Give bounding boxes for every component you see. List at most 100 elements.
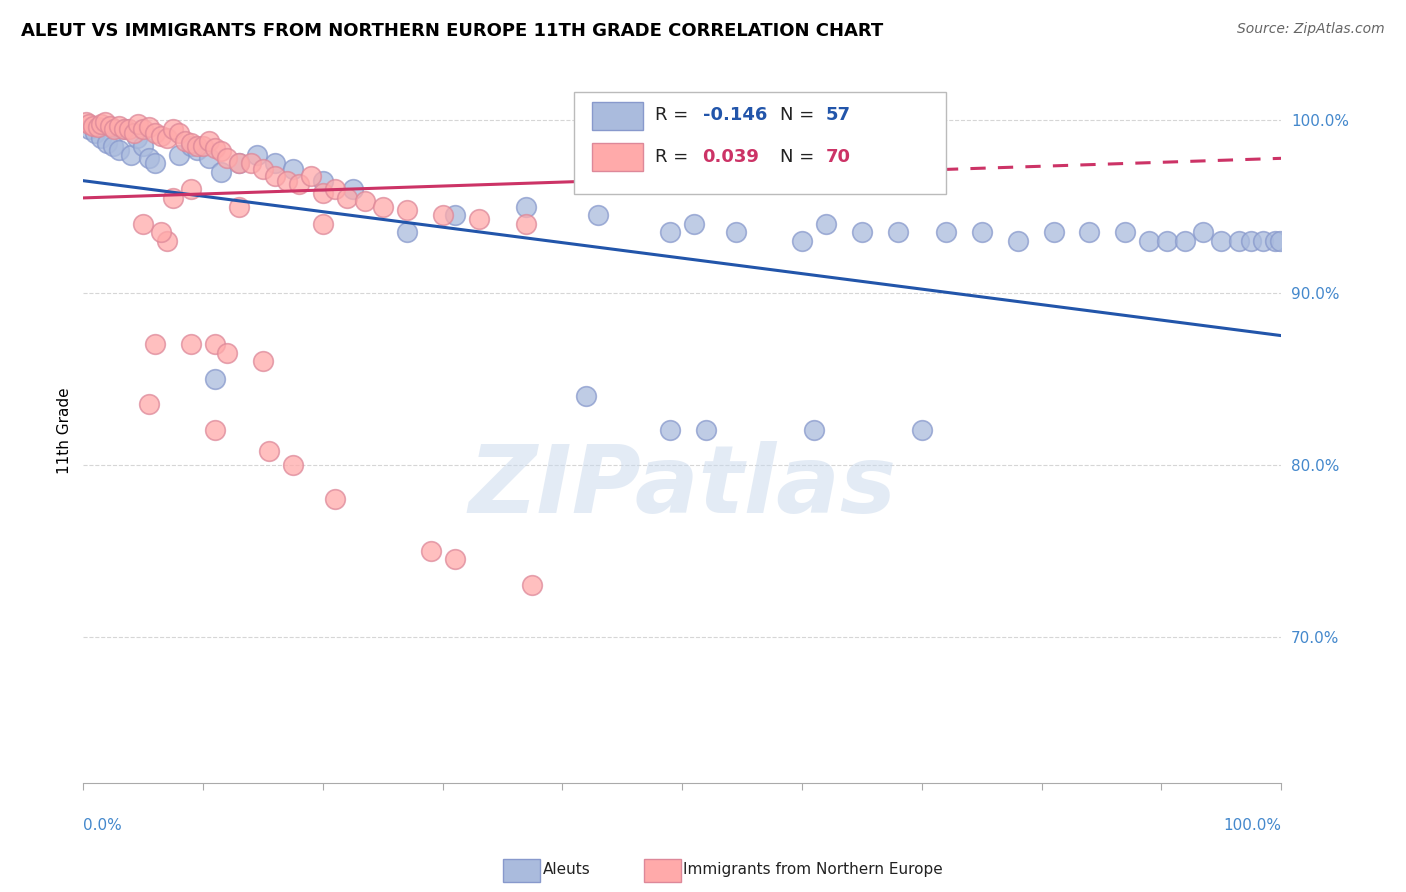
Point — [515, 200, 537, 214]
Point — [851, 225, 873, 239]
Point — [127, 117, 149, 131]
Point — [75, 115, 97, 129]
Point — [887, 165, 910, 179]
Text: Source: ZipAtlas.com: Source: ZipAtlas.com — [1237, 22, 1385, 37]
Point — [371, 200, 394, 214]
Point — [132, 122, 155, 136]
Point — [935, 225, 957, 239]
Point — [1240, 234, 1263, 248]
Text: -0.146: -0.146 — [703, 106, 766, 124]
Point — [96, 136, 118, 150]
Point — [198, 151, 221, 165]
Y-axis label: 11th Grade: 11th Grade — [58, 387, 72, 474]
Point — [150, 225, 173, 239]
Point — [432, 208, 454, 222]
Point — [167, 126, 190, 140]
Point — [342, 182, 364, 196]
Point — [443, 208, 465, 222]
Point — [1078, 225, 1101, 239]
Point — [84, 126, 107, 140]
Text: ZIPatlas: ZIPatlas — [468, 441, 896, 533]
Point — [1114, 225, 1136, 239]
Point — [77, 117, 100, 131]
Point — [114, 122, 136, 136]
Text: 0.0%: 0.0% — [83, 818, 122, 833]
FancyBboxPatch shape — [575, 92, 946, 194]
Point — [204, 371, 226, 385]
Point — [108, 143, 131, 157]
Point — [887, 225, 910, 239]
Point — [695, 423, 717, 437]
Point — [276, 174, 298, 188]
Point — [419, 543, 441, 558]
Point — [162, 191, 184, 205]
Point — [215, 151, 238, 165]
Point — [180, 182, 202, 196]
Point — [156, 234, 179, 248]
Text: N =: N = — [780, 148, 821, 166]
Point — [186, 143, 208, 157]
Text: Immigrants from Northern Europe: Immigrants from Northern Europe — [683, 863, 943, 877]
Text: R =: R = — [655, 106, 693, 124]
Point — [198, 134, 221, 148]
Point — [264, 156, 287, 170]
Text: 0.039: 0.039 — [703, 148, 759, 166]
Point — [127, 130, 149, 145]
Point — [215, 346, 238, 360]
Point — [191, 139, 214, 153]
Point — [138, 120, 160, 135]
Point — [204, 337, 226, 351]
Point — [132, 139, 155, 153]
Point — [1192, 225, 1215, 239]
Point — [970, 225, 993, 239]
Point — [803, 423, 825, 437]
Point — [86, 120, 108, 135]
Point — [122, 126, 145, 140]
Point — [150, 128, 173, 143]
Point — [288, 177, 311, 191]
Point — [1007, 234, 1029, 248]
Point — [299, 169, 322, 183]
Point — [180, 139, 202, 153]
Point — [1042, 225, 1064, 239]
Bar — [592, 143, 643, 171]
Point — [659, 423, 682, 437]
Point — [228, 200, 250, 214]
Point — [120, 148, 142, 162]
Point — [246, 148, 269, 162]
Point — [82, 119, 104, 133]
Point — [1174, 234, 1197, 248]
Point — [323, 182, 346, 196]
Point — [1268, 234, 1291, 248]
Point — [143, 156, 166, 170]
Point — [90, 117, 112, 131]
Point — [814, 217, 837, 231]
Point — [77, 122, 100, 136]
Point — [204, 141, 226, 155]
Point — [1211, 234, 1233, 248]
Text: 70: 70 — [825, 148, 851, 166]
Point — [323, 492, 346, 507]
Point — [143, 337, 166, 351]
Point — [228, 156, 250, 170]
Point — [281, 458, 304, 472]
Point — [683, 217, 706, 231]
Text: ALEUT VS IMMIGRANTS FROM NORTHERN EUROPE 11TH GRADE CORRELATION CHART: ALEUT VS IMMIGRANTS FROM NORTHERN EUROPE… — [21, 22, 883, 40]
Point — [312, 174, 335, 188]
Point — [1264, 234, 1286, 248]
Point — [353, 194, 375, 209]
Point — [228, 156, 250, 170]
Text: Aleuts: Aleuts — [543, 863, 591, 877]
Point — [336, 191, 359, 205]
Point — [108, 119, 131, 133]
Point — [204, 423, 226, 437]
Point — [515, 217, 537, 231]
Point — [180, 337, 202, 351]
Text: R =: R = — [655, 148, 693, 166]
Point — [94, 115, 117, 129]
Point — [522, 578, 544, 592]
Point — [257, 443, 280, 458]
Point — [467, 211, 489, 226]
Point — [143, 126, 166, 140]
Point — [252, 354, 274, 368]
